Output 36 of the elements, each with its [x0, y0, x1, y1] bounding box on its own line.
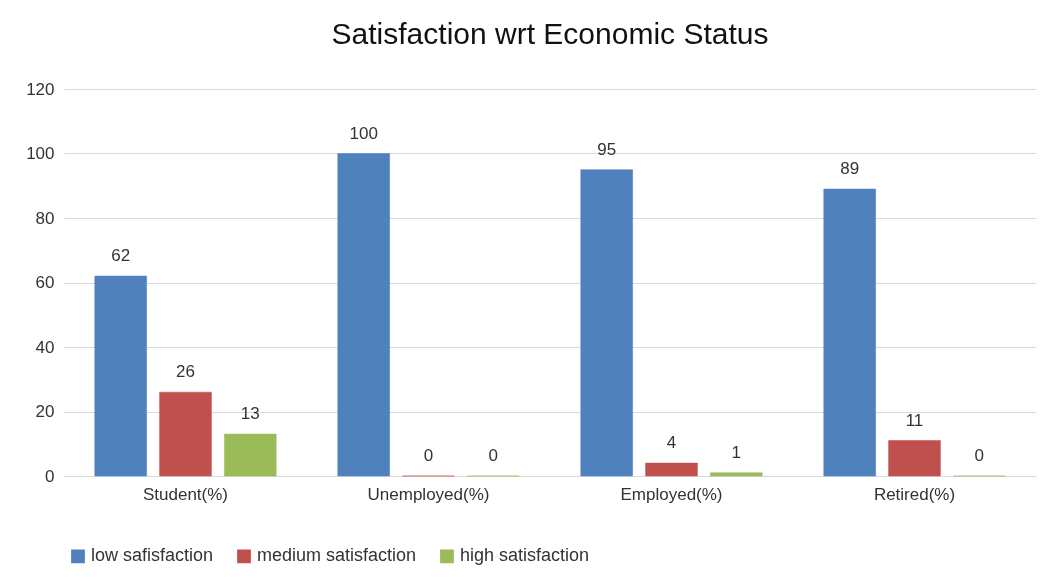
- data-label: 4: [666, 433, 677, 453]
- data-label: 89: [840, 158, 860, 178]
- data-label: 0: [974, 446, 985, 465]
- data-label: 95: [597, 139, 617, 159]
- data-label: 11: [905, 410, 924, 430]
- x-tick-label: Employed(%): [620, 484, 723, 504]
- data-label: 1: [731, 442, 742, 462]
- chart-title: Satisfaction wrt Economic Status: [331, 17, 769, 50]
- bar: [823, 188, 876, 477]
- data-label: 100: [349, 123, 378, 143]
- legend-label: high satisfaction: [460, 545, 590, 566]
- data-label: 26: [176, 362, 195, 382]
- data-label: 0: [423, 446, 434, 465]
- bar: [888, 440, 941, 477]
- data-label: 0: [488, 446, 499, 465]
- bar: [710, 472, 763, 477]
- x-tick-label: Retired(%): [873, 484, 956, 504]
- data-label: 13: [240, 404, 260, 424]
- x-tick-label: Unemployed(%): [367, 484, 490, 504]
- y-tick-label: 80: [35, 208, 55, 228]
- y-tick-label: 40: [35, 337, 55, 357]
- legend-label: medium satisfaction: [257, 545, 417, 566]
- y-tick-label: 0: [45, 466, 55, 486]
- bar: [337, 153, 390, 477]
- data-label: 62: [111, 246, 131, 266]
- x-tick-label: Student(%): [142, 484, 229, 504]
- y-tick-label: 20: [35, 402, 55, 421]
- y-tick-label: 120: [26, 79, 55, 99]
- bar: [159, 391, 212, 477]
- y-tick-label: 100: [26, 144, 55, 163]
- bar: [645, 462, 698, 477]
- bar: [94, 275, 147, 477]
- y-tick-label: 60: [35, 273, 55, 292]
- bar: [224, 433, 277, 477]
- legend-label: low safisfaction: [91, 545, 214, 566]
- bar: [580, 169, 633, 477]
